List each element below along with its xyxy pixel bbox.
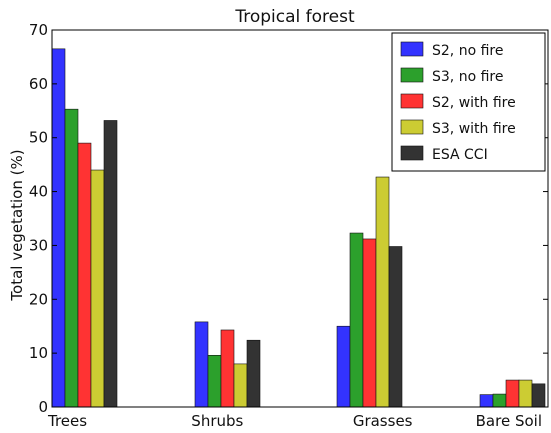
legend-swatch — [400, 119, 424, 135]
bar — [77, 142, 92, 408]
bar — [90, 169, 105, 408]
y-tick-label: 60 — [29, 75, 48, 93]
bar — [336, 325, 351, 408]
y-tick-label: 70 — [29, 21, 48, 39]
bar — [246, 339, 261, 408]
bar — [375, 176, 390, 408]
chart-title: Tropical forest — [234, 7, 355, 27]
legend-label: S3, no fire — [432, 69, 503, 85]
bar — [362, 238, 377, 408]
legend: S2, no fire S3, no fire S2, with fire S3, w… — [391, 32, 546, 172]
legend-swatch — [400, 145, 424, 161]
y-tick-label: 10 — [29, 344, 48, 362]
y-tick-label: 20 — [29, 290, 48, 308]
legend-swatch — [400, 41, 424, 57]
y-axis-ticks: 0 10 20 30 40 50 60 70 — [29, 21, 548, 416]
bar — [388, 246, 403, 408]
x-tick-label: Shrubs — [191, 412, 243, 430]
bar — [103, 120, 118, 408]
bar — [492, 393, 507, 408]
y-axis-label: Total vegetation (%) — [8, 149, 26, 301]
x-tick-label: Trees — [47, 412, 87, 430]
bar — [194, 321, 209, 408]
bar — [518, 379, 533, 408]
bar — [220, 329, 235, 408]
y-tick-label: 50 — [29, 129, 48, 147]
bar — [64, 108, 79, 408]
legend-label: S3, with fire — [432, 121, 516, 137]
legend-label: S2, with fire — [432, 95, 516, 111]
bar — [479, 394, 494, 408]
bar — [207, 354, 222, 408]
y-tick-label: 30 — [29, 236, 48, 254]
y-tick-label: 0 — [38, 398, 48, 416]
legend-label: ESA CCI — [432, 147, 488, 163]
x-axis-ticks: Trees Shrubs Grasses Bare Soil — [47, 412, 542, 430]
legend-label: S2, no fire — [432, 43, 503, 59]
bar — [505, 379, 520, 408]
plot-frame — [51, 29, 549, 408]
bar — [349, 232, 364, 408]
legend-swatch — [400, 67, 424, 83]
bar — [233, 363, 248, 408]
bar — [531, 383, 546, 408]
legend-swatch — [400, 93, 424, 109]
y-tick-label: 40 — [29, 183, 48, 201]
x-tick-label: Bare Soil — [476, 412, 542, 430]
x-tick-label: Grasses — [353, 412, 413, 430]
